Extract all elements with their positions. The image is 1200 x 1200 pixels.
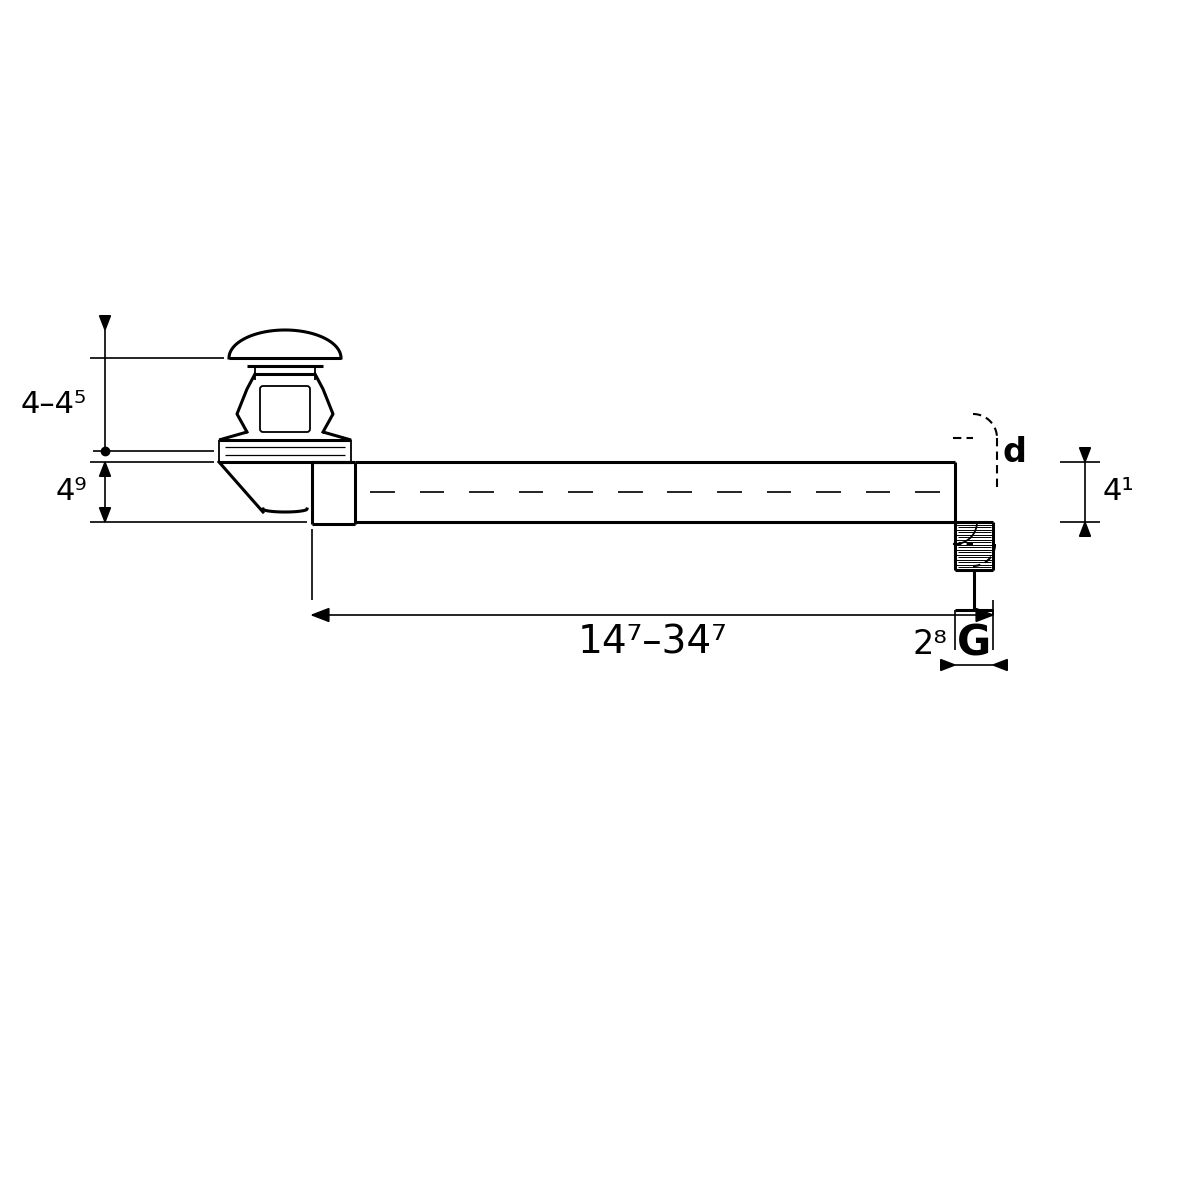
Text: 4⁹: 4⁹ — [55, 478, 88, 506]
Polygon shape — [976, 608, 994, 622]
Polygon shape — [100, 316, 110, 330]
Text: d: d — [1002, 436, 1026, 468]
Text: 4¹: 4¹ — [1103, 478, 1135, 506]
Text: 2⁸: 2⁸ — [912, 629, 947, 661]
Polygon shape — [1080, 522, 1091, 536]
Polygon shape — [100, 508, 110, 522]
Polygon shape — [994, 660, 1007, 671]
Polygon shape — [941, 660, 955, 671]
Text: G: G — [956, 622, 991, 664]
Text: 4–4⁵: 4–4⁵ — [20, 390, 88, 419]
Polygon shape — [100, 462, 110, 476]
FancyBboxPatch shape — [260, 386, 310, 432]
Text: 14⁷–34⁷: 14⁷–34⁷ — [577, 623, 727, 661]
Polygon shape — [312, 608, 329, 622]
Polygon shape — [1080, 448, 1091, 462]
